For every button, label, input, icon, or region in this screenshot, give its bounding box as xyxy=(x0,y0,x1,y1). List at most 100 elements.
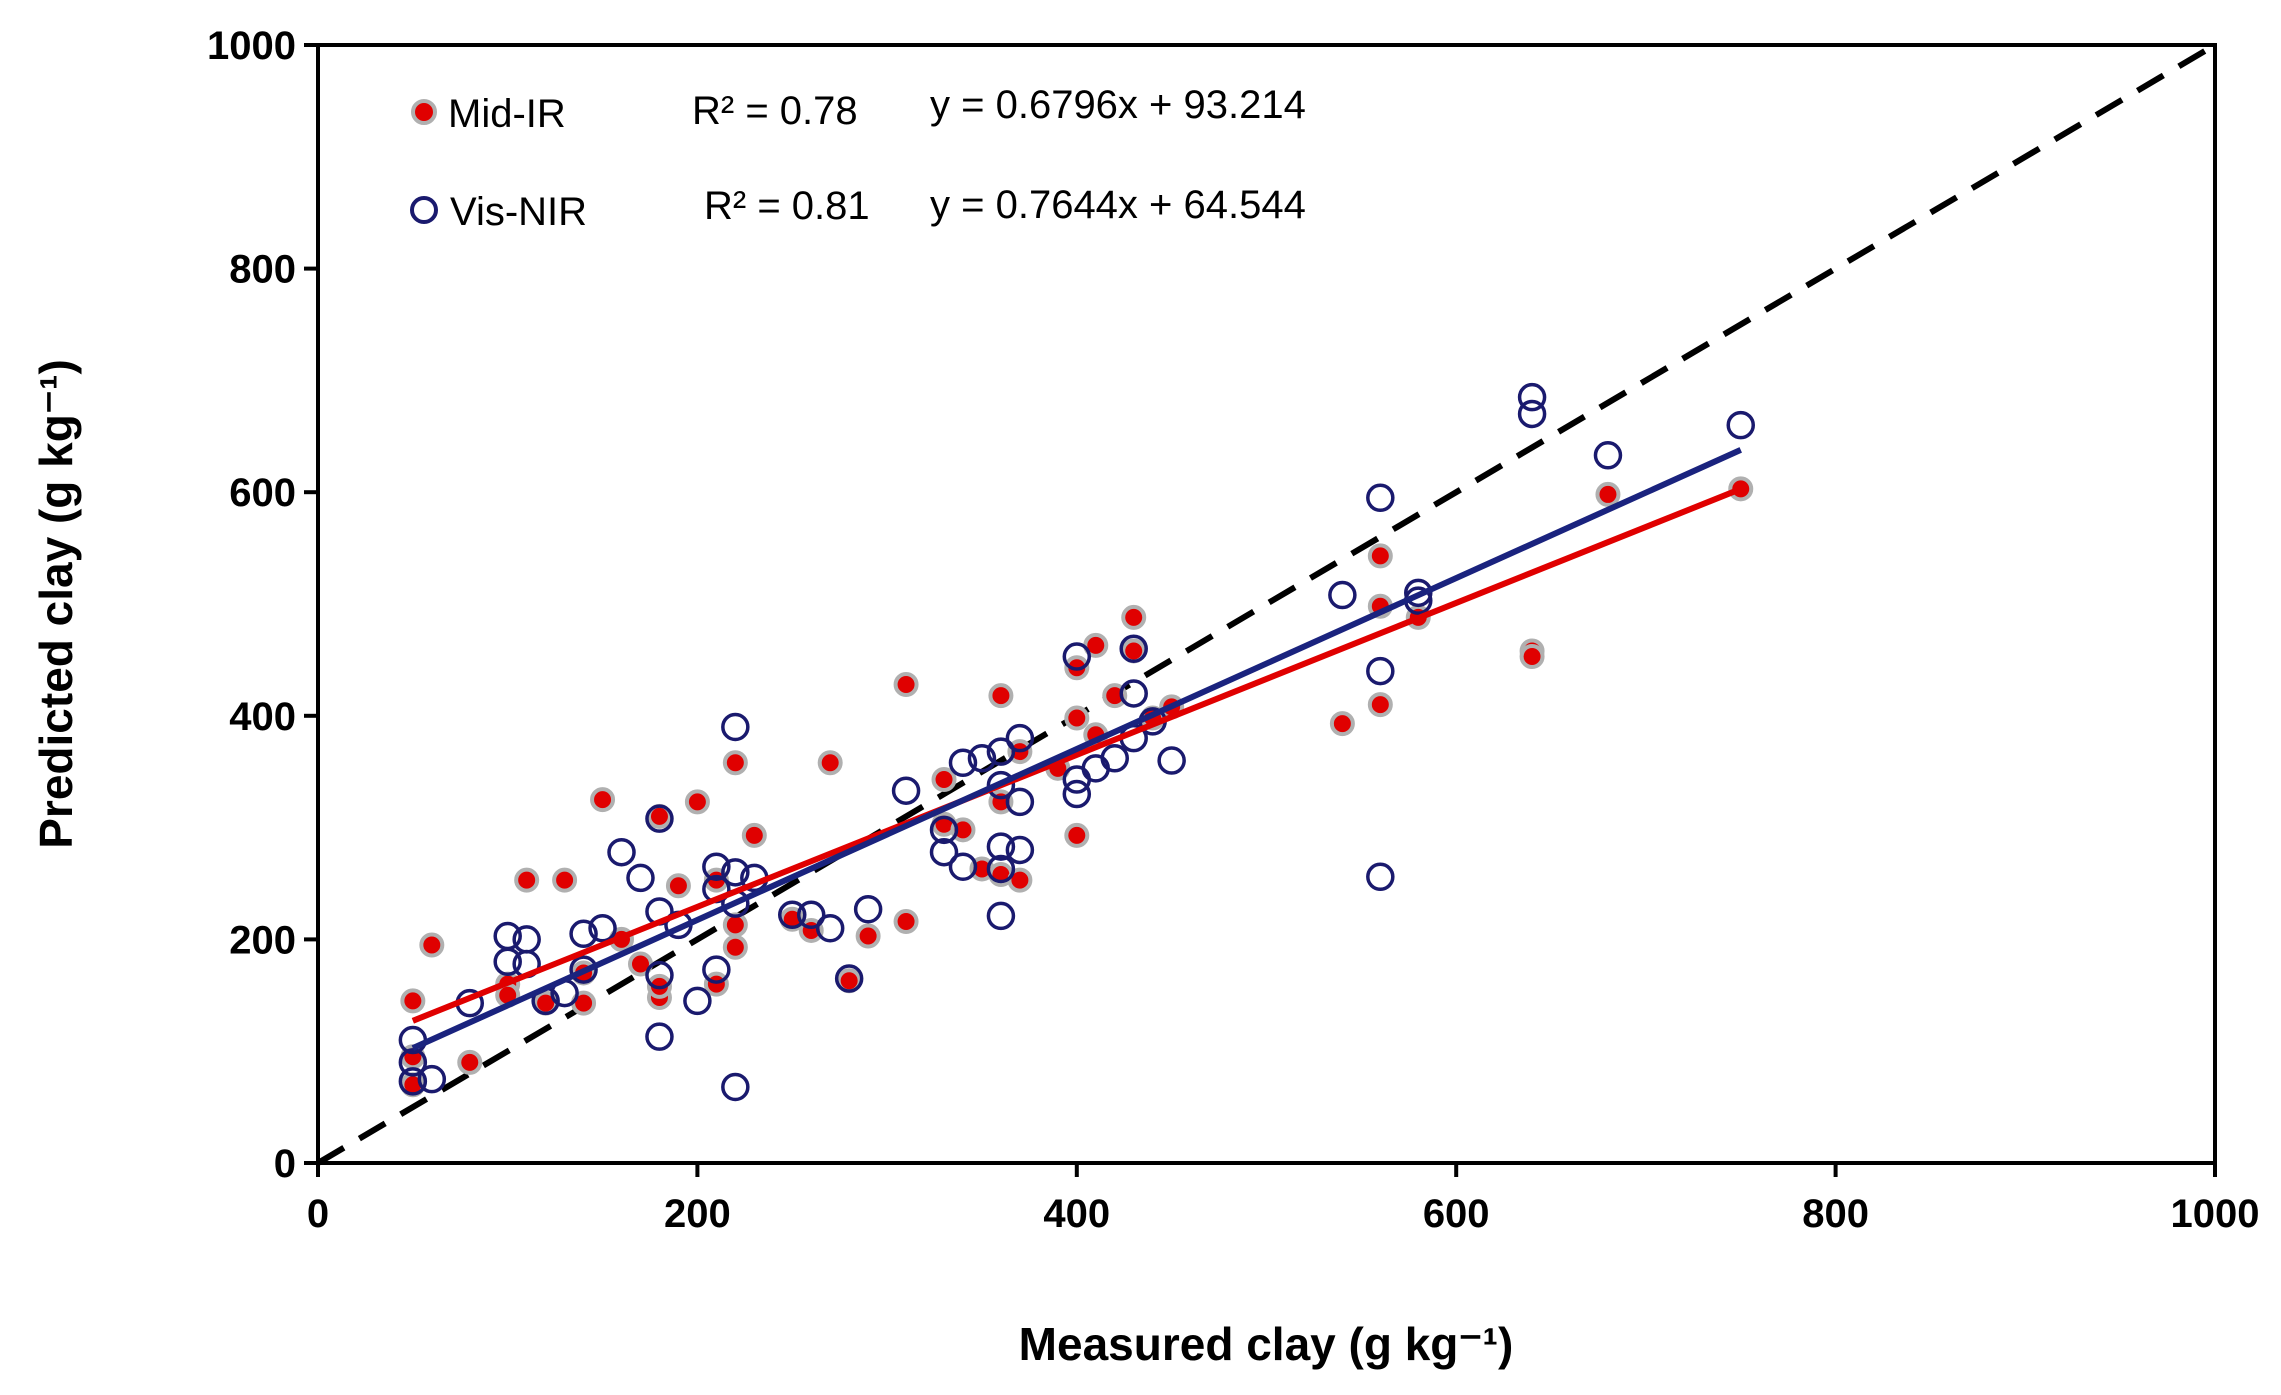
data-point xyxy=(986,737,1016,766)
y-tick-label: 400 xyxy=(229,695,296,739)
data-point xyxy=(967,744,997,773)
fit-line-mid-ir xyxy=(411,486,1742,1024)
data-point xyxy=(1157,746,1186,775)
data-point xyxy=(400,988,426,1014)
data-point xyxy=(419,932,445,958)
data-point xyxy=(988,683,1014,709)
legend-mid-ir-equation: y = 0.6796x + 93.214 xyxy=(930,83,1306,127)
data-point xyxy=(893,909,919,935)
data-point xyxy=(950,817,976,843)
x-tick-label: 400 xyxy=(1043,1192,1110,1236)
data-point xyxy=(722,934,748,960)
y-axis-ticks: 0 200 400 600 800 1000 xyxy=(207,24,318,1186)
legend-mid-ir-r2: R² = 0.78 xyxy=(692,89,858,133)
data-point xyxy=(1064,822,1090,848)
x-tick-label: 600 xyxy=(1423,1192,1490,1236)
data-point xyxy=(741,822,767,848)
data-point xyxy=(986,854,1016,884)
data-point xyxy=(931,767,957,793)
data-point xyxy=(1367,692,1393,718)
data-point xyxy=(722,750,748,776)
data-point xyxy=(986,901,1016,931)
y-tick-label: 600 xyxy=(229,471,296,515)
legend-vis-nir-r2: R² = 0.81 xyxy=(704,184,870,228)
data-point xyxy=(1121,604,1147,630)
data-point xyxy=(1367,543,1393,569)
data-point xyxy=(1517,382,1547,412)
data-point xyxy=(1726,410,1755,440)
one-to-one-reference-line xyxy=(316,42,2217,1166)
data-point xyxy=(815,913,845,943)
data-point xyxy=(1366,862,1395,892)
data-point xyxy=(417,1064,447,1094)
data-point xyxy=(1329,711,1355,737)
data-point xyxy=(398,1067,428,1096)
x-tick-label: 1000 xyxy=(2171,1192,2260,1236)
data-point xyxy=(855,923,881,949)
data-point xyxy=(493,947,522,977)
data-point xyxy=(796,900,826,930)
x-tick-label: 200 xyxy=(664,1192,731,1236)
y-tick-label: 200 xyxy=(229,918,296,962)
x-axis-ticks: 0 200 400 600 800 1000 xyxy=(307,1163,2260,1236)
data-point xyxy=(834,964,864,993)
data-point xyxy=(986,832,1016,861)
data-point xyxy=(702,852,731,881)
data-point xyxy=(948,748,978,778)
legend: Mid-IR R² = 0.78 y = 0.6796x + 93.214 Vi… xyxy=(410,83,1306,234)
x-tick-label: 800 xyxy=(1802,1192,1869,1236)
data-point xyxy=(722,912,748,938)
legend-mid-ir-marker xyxy=(411,99,437,125)
data-point xyxy=(457,1049,483,1075)
data-point xyxy=(645,1022,674,1051)
data-point xyxy=(1119,679,1148,708)
data-point xyxy=(514,867,540,893)
data-point xyxy=(1064,705,1090,731)
data-point xyxy=(1005,723,1035,753)
data-point xyxy=(721,712,750,742)
data-point xyxy=(1366,483,1395,513)
fit-lines xyxy=(411,447,1742,1051)
data-point xyxy=(569,955,598,984)
data-point xyxy=(1005,787,1035,817)
x-axis-title: Measured clay (g kg⁻¹) xyxy=(1019,1318,1514,1370)
data-point xyxy=(948,852,978,881)
data-point xyxy=(1595,481,1621,507)
data-point xyxy=(645,960,674,990)
data-point xyxy=(626,863,655,893)
data-point xyxy=(398,1048,428,1077)
data-point xyxy=(1062,642,1092,671)
data-point xyxy=(665,873,691,899)
data-point xyxy=(778,900,807,930)
data-point xyxy=(986,770,1016,800)
data-point xyxy=(590,787,616,813)
y-tick-label: 1000 xyxy=(207,24,296,68)
data-point xyxy=(1119,634,1148,663)
data-point xyxy=(552,867,578,893)
legend-mid-ir-label: Mid-IR xyxy=(448,92,566,136)
y-tick-label: 0 xyxy=(274,1142,296,1186)
data-point xyxy=(853,894,883,924)
data-point xyxy=(703,971,729,997)
data-point xyxy=(893,671,919,697)
data-point xyxy=(683,986,712,1016)
series-layer xyxy=(398,382,1755,1102)
data-point xyxy=(817,750,843,776)
data-point xyxy=(1366,656,1395,686)
series-mid-ir xyxy=(400,476,1754,1098)
data-point xyxy=(1062,779,1092,809)
series-vis-nir xyxy=(398,382,1755,1102)
data-point xyxy=(1100,744,1129,773)
data-point xyxy=(929,815,959,845)
y-axis-title: Predicted clay (g kg⁻¹) xyxy=(30,359,82,849)
data-point xyxy=(684,789,710,815)
x-tick-label: 0 xyxy=(307,1192,329,1236)
data-point xyxy=(721,1072,750,1102)
data-point xyxy=(607,837,636,867)
fit-line-vis-nir xyxy=(411,447,1742,1051)
data-point xyxy=(645,804,674,833)
legend-vis-nir-marker xyxy=(410,196,438,224)
y-tick-label: 800 xyxy=(229,248,296,292)
data-point xyxy=(1519,644,1545,670)
data-point xyxy=(929,837,959,867)
